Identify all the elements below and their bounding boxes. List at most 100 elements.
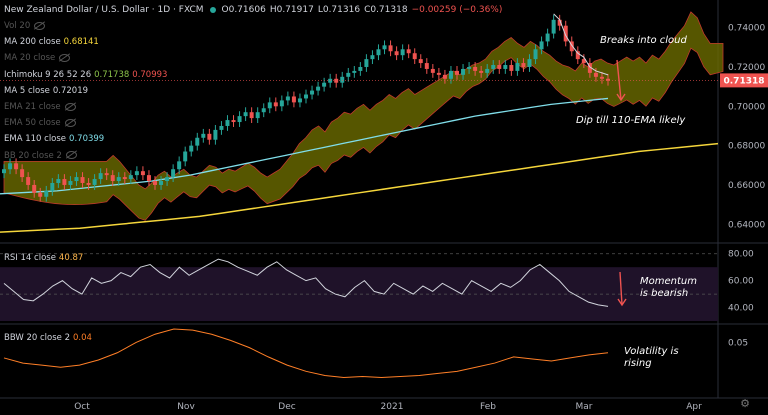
candle-body xyxy=(86,182,91,185)
eye-hidden-icon[interactable] xyxy=(34,21,46,30)
legend-value: 0.71738 xyxy=(94,69,130,80)
candle-body xyxy=(153,181,157,185)
bbw-legend[interactable]: BBW 20 close 2 0.04 xyxy=(4,332,92,344)
legend-value: 0.68141 xyxy=(63,37,99,48)
candle-body xyxy=(56,179,61,183)
bbw-axis-label: 0.05 xyxy=(728,338,748,348)
ichimoku-cloud xyxy=(3,11,724,221)
candle-body xyxy=(328,78,333,83)
ma200-line xyxy=(0,142,719,233)
eye-hidden-icon[interactable] xyxy=(64,118,76,127)
candle-body xyxy=(587,63,592,73)
price-axis-label: 0.70000 xyxy=(728,102,765,112)
candle-body xyxy=(575,51,580,60)
candle-body xyxy=(80,177,85,183)
candle-body xyxy=(44,190,49,197)
high-value: H0.71917 xyxy=(269,5,314,15)
candle-body xyxy=(171,169,176,178)
eye-hidden-icon[interactable] xyxy=(65,151,77,160)
candle-body xyxy=(461,68,466,75)
symbol-title[interactable]: New Zealand Dollar / U.S. Dollar · 1D · … xyxy=(4,5,204,15)
candle-body xyxy=(593,72,598,77)
time-axis-label: Dec xyxy=(278,402,295,412)
candle-body xyxy=(159,181,164,185)
eye-hidden-icon[interactable] xyxy=(64,102,76,111)
bbw-legend-value: 0.04 xyxy=(73,333,92,343)
time-axis-label: Apr xyxy=(686,402,702,412)
bbw-legend-label: BBW 20 close 2 xyxy=(4,333,70,343)
candle-body xyxy=(606,78,610,81)
rsi-down-arrow xyxy=(619,271,623,306)
time-axis-label: Feb xyxy=(480,402,496,412)
time-axis-label: Mar xyxy=(576,402,593,412)
candle-body xyxy=(515,63,520,71)
rsi-axis-label: 60.00 xyxy=(728,277,754,287)
legend-value: 0.70399 xyxy=(69,134,105,145)
legend-ema-50-close[interactable]: EMA 50 close xyxy=(4,117,76,129)
legend-label: MA 5 close xyxy=(4,85,50,96)
candle-body xyxy=(340,76,345,83)
candle-body xyxy=(400,49,405,56)
candle-body xyxy=(418,59,423,64)
candle-body xyxy=(527,59,532,67)
price-axis-label: 0.66000 xyxy=(728,181,765,191)
candle-body xyxy=(2,169,6,174)
candle-body xyxy=(38,192,43,197)
candle-body xyxy=(551,19,556,34)
legend-label: EMA 50 close xyxy=(4,118,61,129)
candle-body xyxy=(128,175,133,180)
legend-label: MA 200 close xyxy=(4,37,61,48)
eye-hidden-icon[interactable] xyxy=(59,53,71,62)
candle-body xyxy=(352,70,357,73)
price-down-arrow xyxy=(616,59,622,101)
candle-body xyxy=(261,108,266,113)
candle-body xyxy=(424,63,429,69)
candle-body xyxy=(455,70,459,75)
candle-body xyxy=(92,179,97,185)
candle-body xyxy=(291,96,296,103)
legend-ma-5-close[interactable]: MA 5 close 0.72019 xyxy=(4,85,88,97)
legend-ichimoku-9-26-52-26[interactable]: Ichimoku 9 26 52 26 0.71738 0.70993 xyxy=(4,69,167,81)
candle-body xyxy=(521,63,526,67)
candle-body xyxy=(509,65,514,71)
candle-body xyxy=(98,173,103,180)
candle-body xyxy=(243,112,248,117)
candle-body xyxy=(122,177,127,180)
candle-body xyxy=(237,116,242,123)
candle-body xyxy=(273,102,278,107)
legend-value-2: 0.70993 xyxy=(132,69,168,80)
ema110-line xyxy=(0,97,609,195)
candle-body xyxy=(201,133,206,138)
candle-body xyxy=(448,70,453,79)
low-value: L0.71316 xyxy=(317,5,361,15)
current-price-tag xyxy=(720,73,768,88)
candle-body xyxy=(581,59,586,64)
legend-ema-110-close[interactable]: EMA 110 close 0.70399 xyxy=(4,133,104,145)
rsi-legend-value: 40.87 xyxy=(58,253,84,263)
legend-bb-20-close-2[interactable]: BB 20 close 2 xyxy=(4,150,77,162)
price-axis-label: 0.72000 xyxy=(728,63,765,73)
ohlc-values: O0.71606 H0.71917 L0.71316 C0.71318 −0.00259… xyxy=(222,5,507,15)
candle-body xyxy=(231,120,236,123)
legend-ma-20-close[interactable]: MA 20 close xyxy=(4,52,71,64)
candle-body xyxy=(177,161,182,170)
candle-body xyxy=(140,171,145,176)
rsi-legend[interactable]: RSI 14 close 40.87 xyxy=(4,252,83,264)
candle-body xyxy=(388,45,393,52)
candle-body xyxy=(406,49,411,54)
candle-body xyxy=(382,45,387,50)
price-axis-label: 0.74000 xyxy=(728,24,765,34)
candle-body xyxy=(316,86,321,91)
settings-gear-icon[interactable]: ⚙ xyxy=(740,397,750,410)
legend-vol-20[interactable]: Vol 20 xyxy=(4,20,46,32)
candle-body xyxy=(376,49,381,56)
legend-label: Ichimoku 9 26 52 26 xyxy=(4,69,92,80)
candle-body xyxy=(249,112,254,119)
legend-ema-21-close[interactable]: EMA 21 close xyxy=(4,101,76,113)
rsi-band xyxy=(0,267,718,321)
candle-body xyxy=(165,177,170,182)
time-axis-label: Nov xyxy=(177,402,195,412)
candle-body xyxy=(322,82,327,87)
legend-ma-200-close[interactable]: MA 200 close 0.68141 xyxy=(4,36,99,48)
